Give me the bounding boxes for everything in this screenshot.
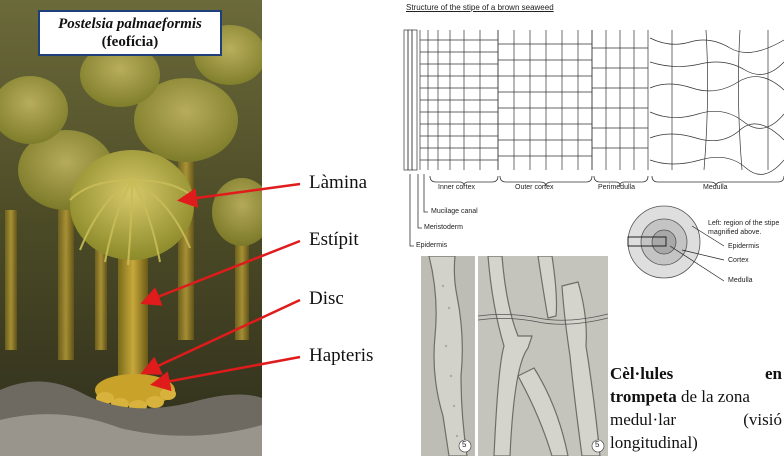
diagram-title: Structure of the stipe of a brown seawee… [406,3,554,12]
zone-meristoderm: Meristoderm [424,224,463,231]
postelsia-photo [0,0,262,456]
caption-line1-b: en [765,364,782,383]
caption-line3-a: medul·lar [610,410,677,429]
micrograph-left: 5 [421,256,475,456]
circle-label-medulla: Medulla [728,277,753,284]
caption-line3-b: (visió [743,410,782,429]
zone-epidermis: Epidermis [416,242,448,249]
arrow-hapteris [150,355,301,392]
caption-line4: longitudinal) [610,433,698,452]
stipe-cell-diagram [403,29,784,247]
cross-section-circle [627,205,725,282]
circle-label-epidermis: Epidermis [728,243,760,250]
arrow-estipit [140,239,301,306]
label-hapteris: Hapteris [309,345,374,366]
label-disc: Disc [309,288,344,309]
micrograph-right: 5 [478,256,608,456]
zone-mucilage-canal: Mucilage canal [431,208,478,215]
zone-perimedulla: Perimedulla [598,184,635,191]
caption-line1-a: Cèl·lules [610,364,674,383]
label-lamina: Làmina [309,172,368,193]
caption-line2-rest: de la zona [676,387,750,406]
arrow-disc [140,298,301,375]
species-group: (feofícia) [101,34,159,50]
zone-outer-cortex: Outer cortex [515,184,554,191]
zone-medulla: Medulla [703,184,728,191]
postelsia-illustration [0,0,262,456]
label-estipit: Estípit [309,229,359,250]
micrograph-left-number: 5 [462,440,467,449]
zone-inner-cortex: Inner cortex [438,184,475,191]
circle-label-cortex: Cortex [728,257,749,264]
circle-note: Left: region of the stipe magnified abov… [708,220,780,236]
species-label-box: Postelsia palmaeformis (feofícia) [38,10,222,56]
caption-trompeta: trompeta [610,387,677,406]
species-name: Postelsia palmaeformis [58,16,202,32]
arrow-lamina [177,182,301,208]
micrograph-caption: Cèl·lules en trompeta de la zona medul·l… [610,362,782,454]
micrograph-right-number: 5 [595,440,600,449]
